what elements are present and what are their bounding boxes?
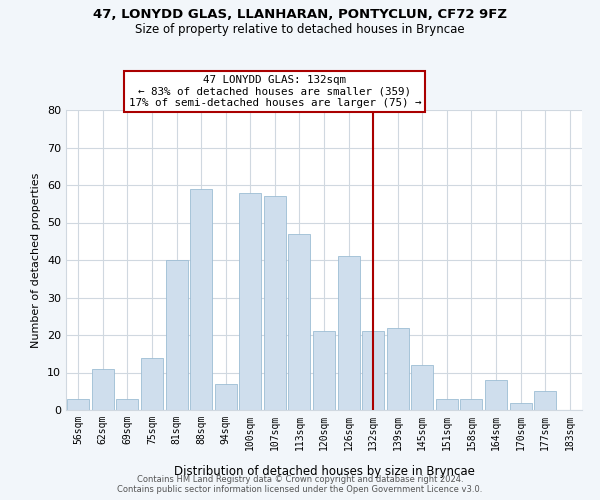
Bar	[190, 188, 212, 410]
Bar	[166, 260, 188, 410]
Bar	[509, 402, 532, 410]
Bar	[411, 365, 433, 410]
Bar	[338, 256, 359, 410]
Y-axis label: Number of detached properties: Number of detached properties	[31, 172, 41, 348]
Text: Contains HM Land Registry data © Crown copyright and database right 2024.
Contai: Contains HM Land Registry data © Crown c…	[118, 474, 482, 494]
Text: Size of property relative to detached houses in Bryncae: Size of property relative to detached ho…	[135, 22, 465, 36]
Bar	[313, 331, 335, 410]
Bar	[116, 399, 139, 410]
Bar	[386, 328, 409, 410]
Bar	[215, 384, 237, 410]
Bar	[460, 399, 482, 410]
Text: 47, LONYDD GLAS, LLANHARAN, PONTYCLUN, CF72 9FZ: 47, LONYDD GLAS, LLANHARAN, PONTYCLUN, C…	[93, 8, 507, 20]
Text: Distribution of detached houses by size in Bryncae: Distribution of detached houses by size …	[173, 464, 475, 477]
Bar	[67, 399, 89, 410]
Bar	[436, 399, 458, 410]
Bar	[92, 369, 114, 410]
Bar	[485, 380, 507, 410]
Bar	[264, 196, 286, 410]
Bar	[141, 358, 163, 410]
Bar	[534, 391, 556, 410]
Text: 47 LONYDD GLAS: 132sqm
← 83% of detached houses are smaller (359)
17% of semi-de: 47 LONYDD GLAS: 132sqm ← 83% of detached…	[128, 75, 421, 108]
Bar	[362, 331, 384, 410]
Bar	[289, 234, 310, 410]
Bar	[239, 192, 262, 410]
